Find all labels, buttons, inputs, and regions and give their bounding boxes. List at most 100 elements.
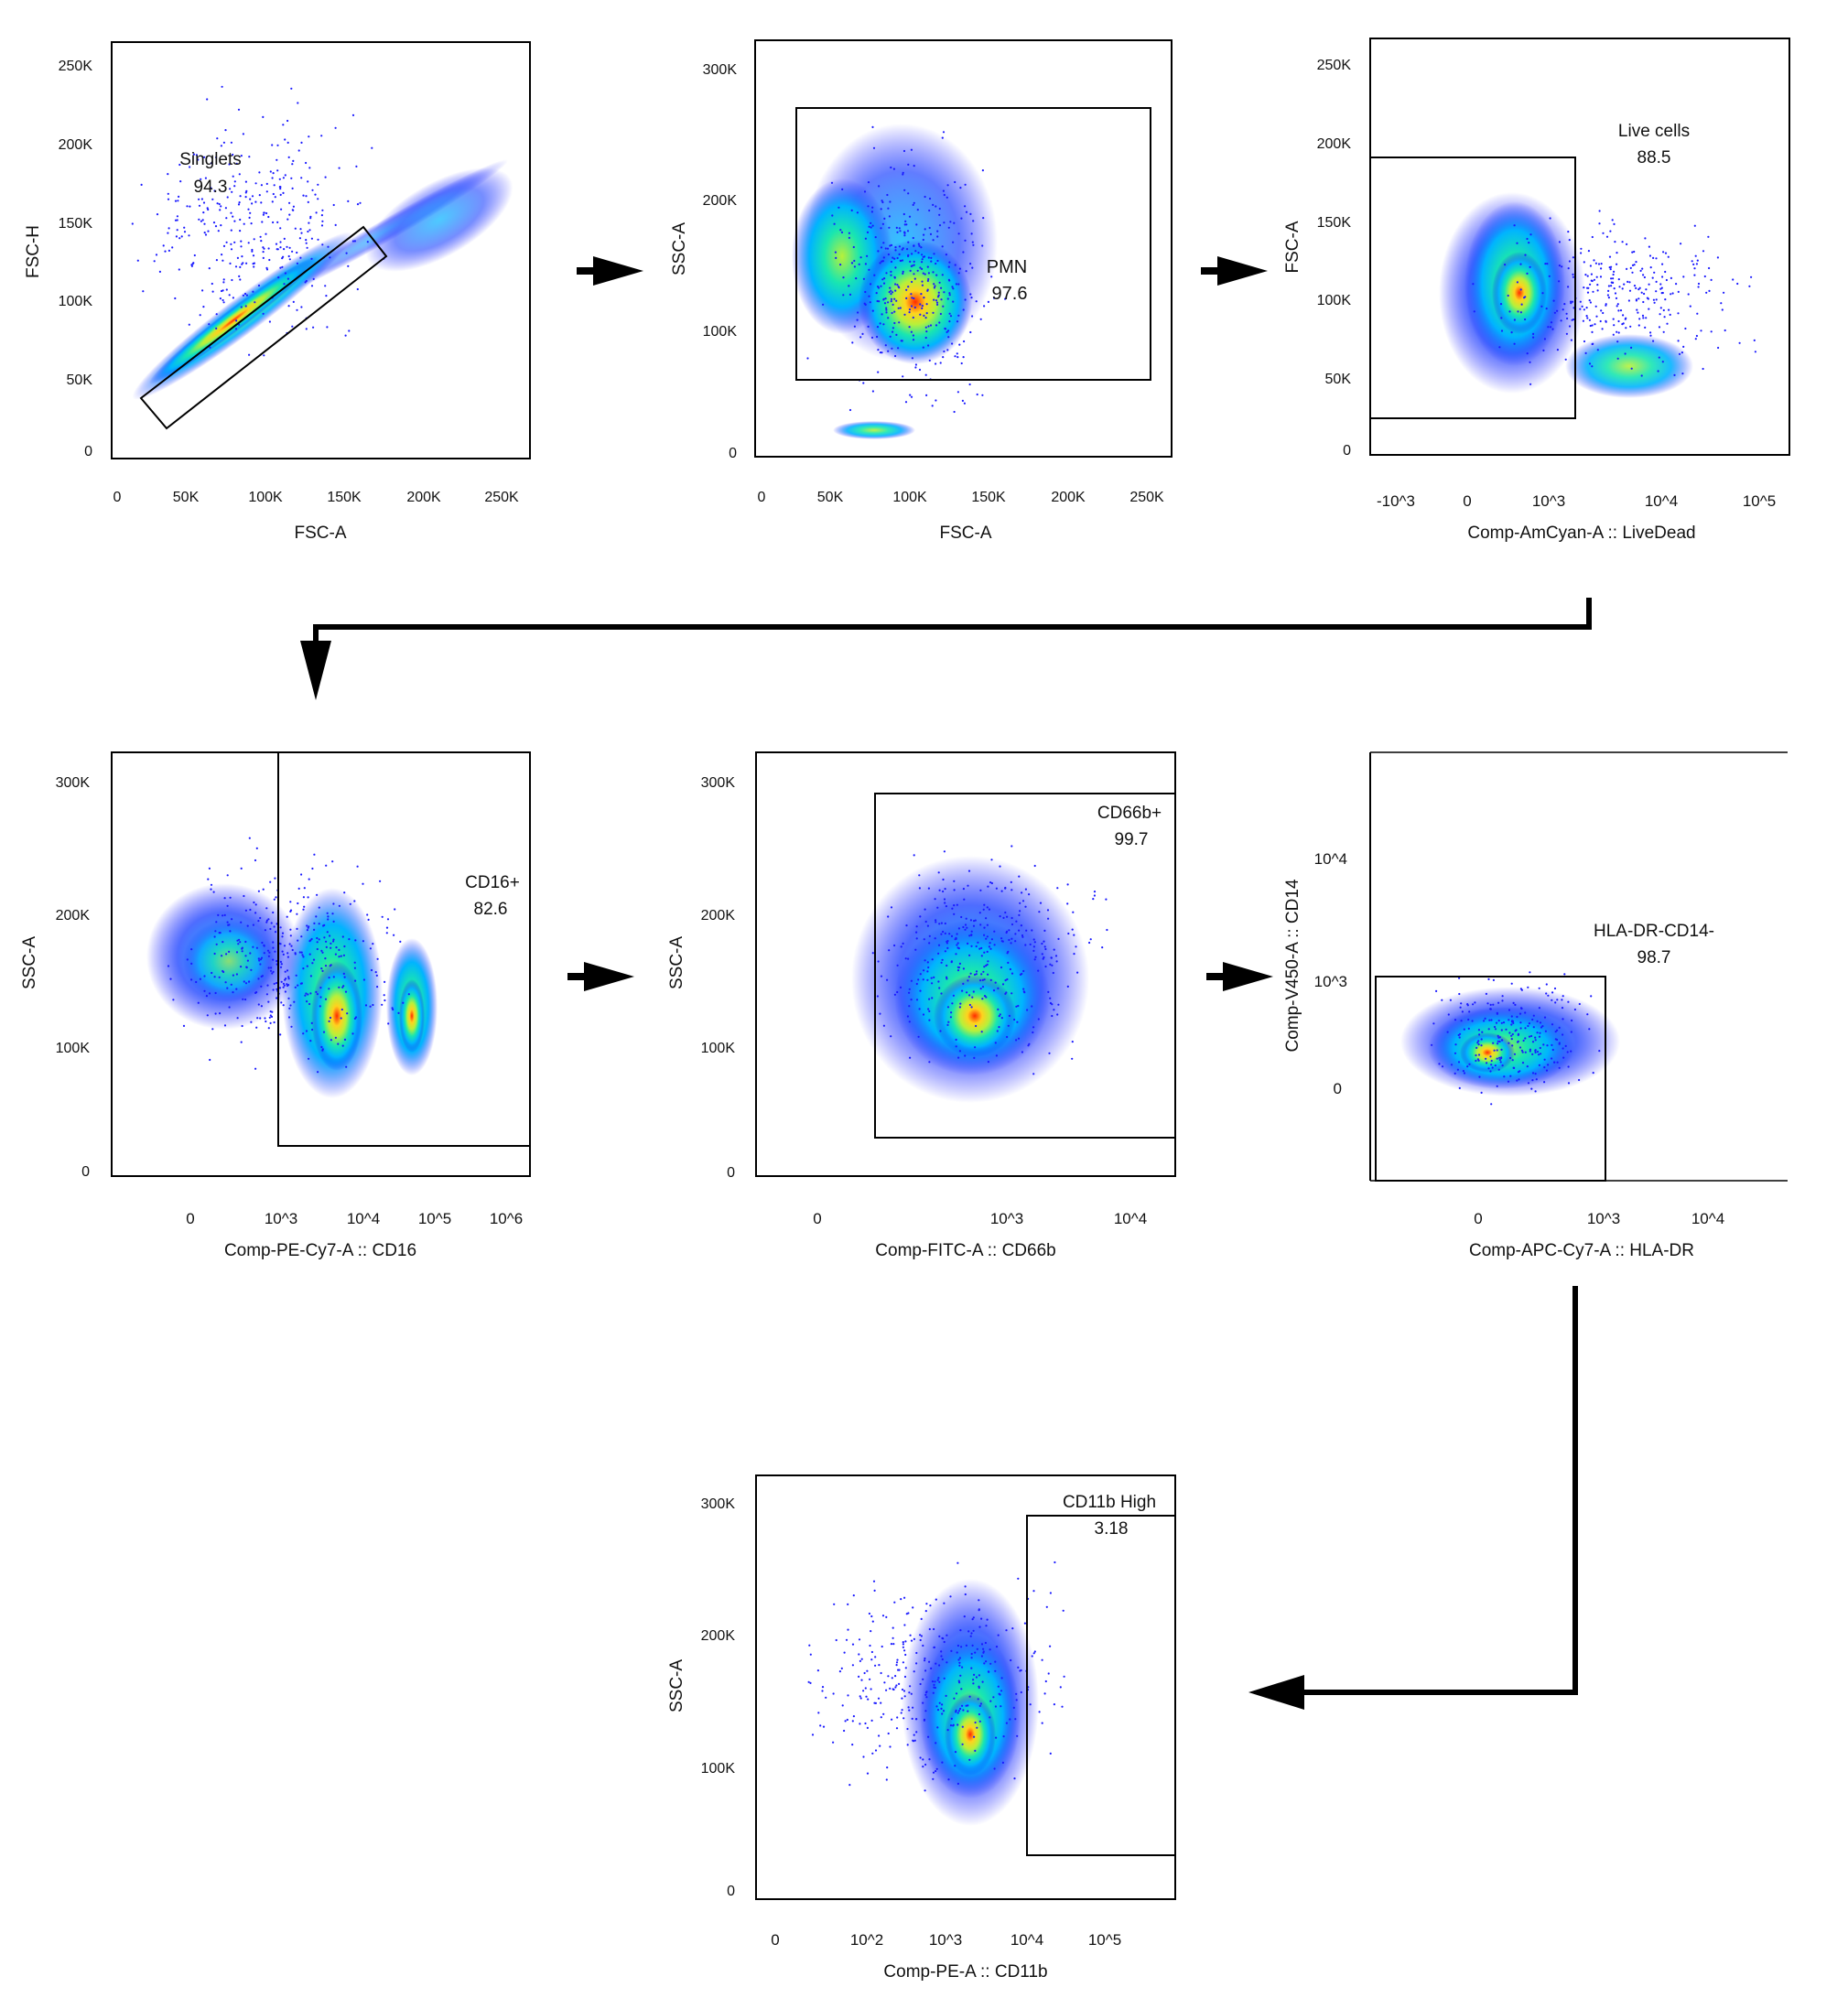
event-point [276,158,278,161]
event-point [908,311,911,314]
event-point [980,1655,983,1658]
event-point [946,330,948,333]
event-point [909,1056,912,1059]
gate-cd16[interactable] [277,752,530,1147]
event-point [320,967,323,970]
x-tick-label: 10^3 [1532,492,1565,510]
event-point [891,311,893,315]
event-point [255,1026,258,1029]
event-point [1041,942,1043,945]
event-point [321,220,324,222]
event-point [1017,1577,1020,1580]
gate-cd11b-high[interactable] [1026,1515,1175,1856]
event-point [1707,235,1710,238]
event-point [262,256,265,259]
event-point [907,1706,910,1709]
event-point [210,888,212,891]
x-tick-label: 10^3 [1587,1210,1620,1227]
event-point [1591,324,1594,327]
event-point [908,1691,911,1694]
event-point [891,291,894,294]
event-point [250,222,253,225]
event-point [1511,1032,1514,1036]
event-point [993,297,996,299]
event-point [269,170,272,173]
gate-hladr-cd14[interactable] [1375,976,1606,1182]
event-point [1493,1049,1496,1052]
event-point [806,357,809,360]
event-point [1649,266,1652,269]
event-point [279,241,282,243]
event-point [300,982,303,985]
event-point [965,1644,967,1647]
event-point [808,1644,811,1647]
event-point [1543,1066,1546,1069]
event-point [1010,845,1013,848]
event-point [244,191,247,194]
event-point [1022,988,1025,990]
event-point [1507,294,1509,297]
gate-singlets[interactable] [139,225,388,430]
event-point [199,314,201,317]
event-point [946,196,948,199]
event-point [874,1749,878,1752]
event-point [1568,239,1571,242]
event-point [246,924,249,927]
y-tick-labels: 0 10^3 10^4 [1314,850,1347,1097]
event-point [376,986,379,988]
event-point [266,949,270,952]
event-point [977,941,979,944]
event-point [315,915,318,918]
event-point [956,1782,959,1785]
event-point [251,250,254,253]
event-point [1508,1032,1511,1034]
event-point [334,953,337,956]
event-point [892,1643,895,1646]
x-tick-label: 10^2 [850,1931,883,1949]
event-point [265,1020,267,1023]
event-point [244,955,247,957]
gate-pmn[interactable] [795,107,1151,381]
event-point [251,248,254,252]
event-point [296,308,298,311]
gate-cd66b[interactable] [874,793,1175,1139]
x-tick-labels: 0 50K 100K 150K 200K 250K [758,490,1164,505]
event-point [938,1664,941,1667]
event-point [338,956,340,958]
event-point [371,146,373,149]
event-point [1524,296,1527,298]
event-point [1692,263,1695,265]
event-point [278,178,281,180]
event-point [1643,275,1646,279]
event-point [288,258,291,261]
event-point [885,311,888,314]
event-point [1607,285,1610,287]
event-point [979,923,982,926]
event-point [1591,365,1594,368]
event-point [920,1617,923,1620]
gate-live[interactable] [1369,157,1576,419]
event-point [262,888,265,891]
event-point [216,137,219,140]
y-tick-label: 250K [1317,58,1352,73]
x-tick-label: 10^5 [1743,492,1776,510]
event-point [305,328,308,330]
event-point [1041,1658,1043,1661]
event-point [893,993,897,996]
event-point [989,942,991,945]
y-tick-labels: 0 100K 200K 300K [701,775,736,1181]
event-point [950,1649,953,1652]
event-point [262,246,265,249]
event-point [212,891,215,893]
arrow-right-3 [567,962,634,991]
event-point [892,1688,894,1690]
event-point [947,336,950,339]
event-point [1617,309,1620,312]
event-point [334,223,337,226]
event-point [327,915,330,918]
event-point [904,957,907,960]
event-point [1527,1024,1529,1028]
event-point [226,904,229,907]
event-point [921,258,924,261]
event-point [822,1725,826,1728]
